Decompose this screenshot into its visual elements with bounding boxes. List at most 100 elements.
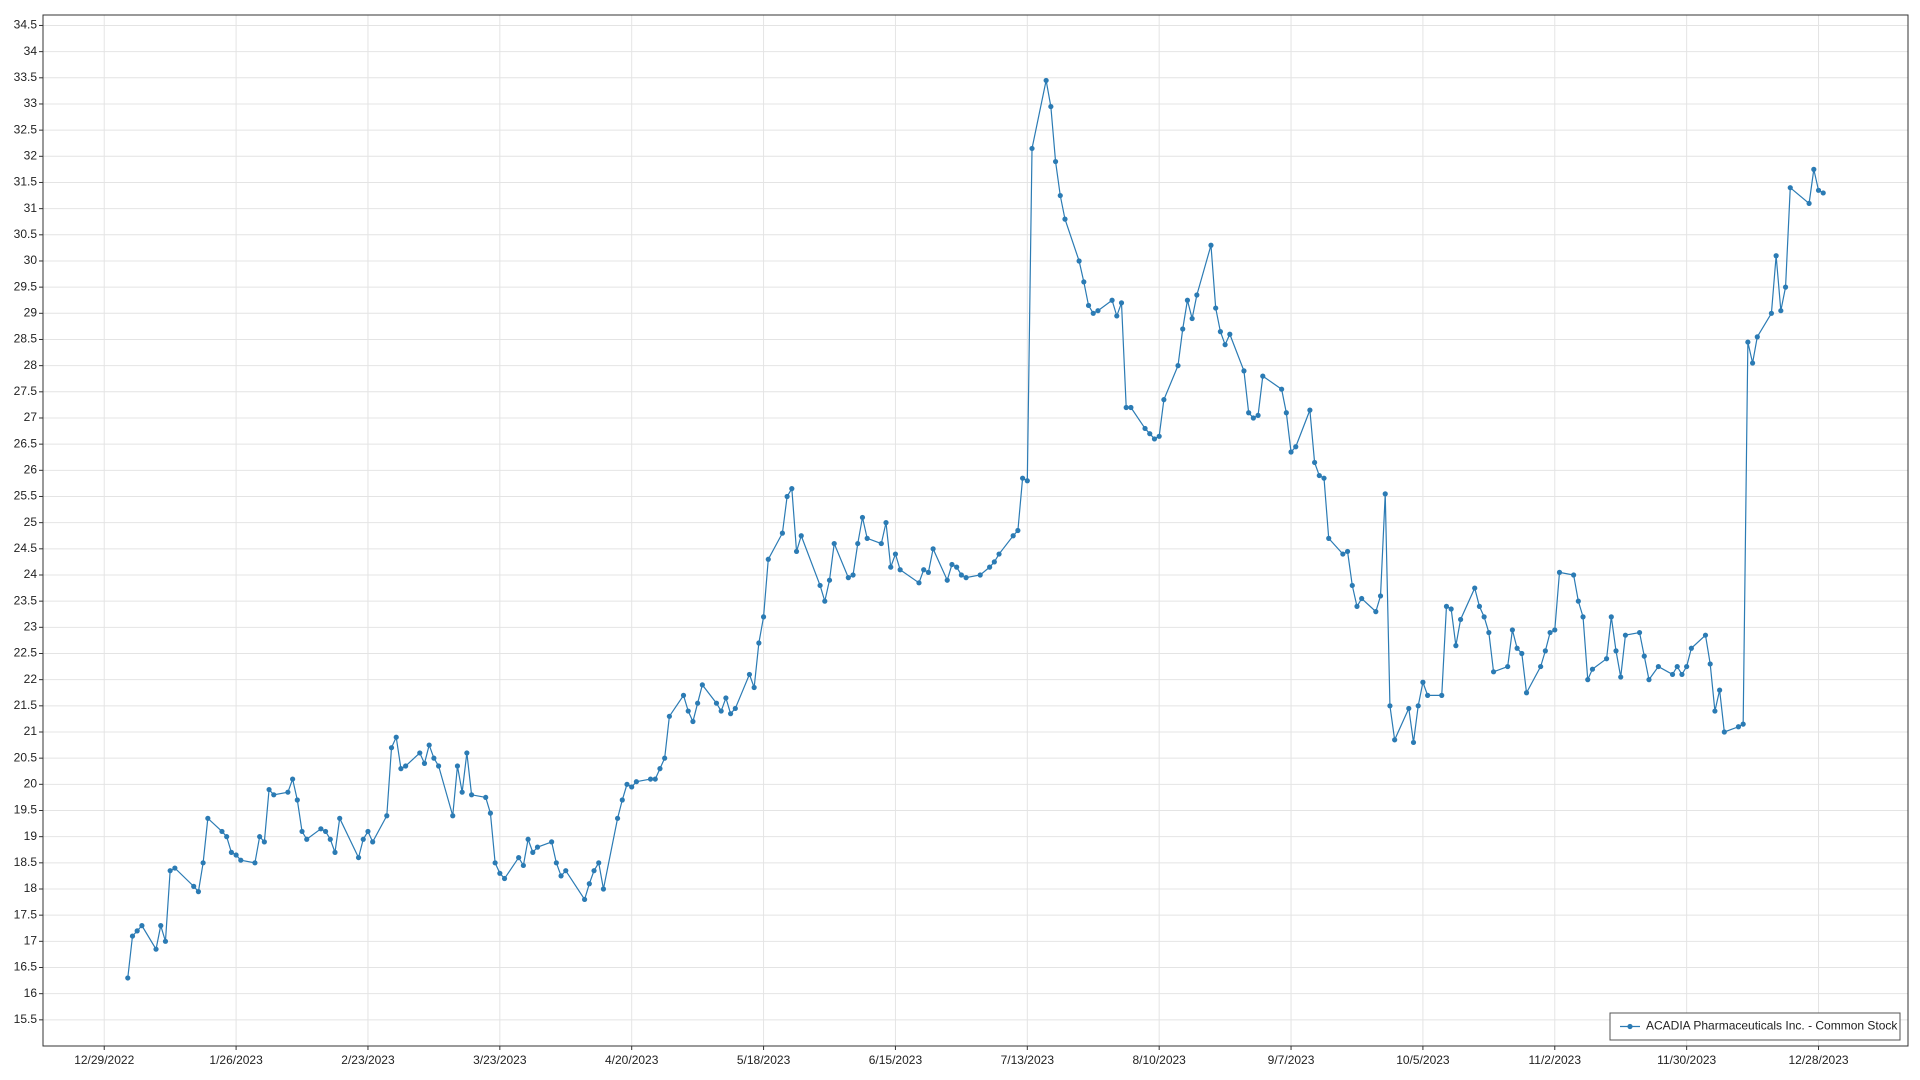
point [1552,627,1558,633]
point [1288,449,1294,455]
point [162,938,169,944]
point [784,493,790,500]
point [464,750,470,756]
point [483,794,489,801]
point [582,896,588,903]
point [450,813,456,819]
x-tick-label: 12/28/2023 [1788,1053,1848,1067]
point [1575,598,1581,604]
y-tick-label: 34 [24,44,38,58]
point [191,883,197,889]
y-tick-label: 33 [24,96,38,110]
point [1180,326,1186,332]
point [1712,708,1718,714]
y-tick-label: 22.5 [14,646,38,660]
point [859,514,866,521]
point [195,889,202,895]
point [158,923,164,929]
point [139,923,145,929]
point [153,946,159,952]
point [492,860,498,866]
point [949,561,955,568]
point [1048,103,1054,110]
point [680,692,687,698]
point [1519,650,1525,657]
y-tick-label: 18.5 [14,855,38,869]
point [1655,663,1661,670]
point [1208,242,1214,248]
point [1184,297,1191,303]
grid [43,15,1908,1046]
point [1669,671,1676,678]
y-tick-label: 21 [24,724,38,738]
point [1354,603,1360,609]
point [1745,339,1751,345]
point [723,695,729,701]
point [822,598,828,604]
y-tick-label: 27.5 [14,384,38,398]
point [695,700,701,706]
point [370,839,376,845]
point [1448,606,1454,612]
point [850,572,856,578]
y-tick-label: 31.5 [14,175,38,189]
x-tick-label: 1/26/2023 [209,1053,263,1067]
y-tick-label: 25.5 [14,489,38,503]
point [525,836,531,842]
point [1636,629,1643,636]
y-tick-label: 18 [24,881,38,895]
point [318,826,324,832]
point [1589,666,1596,672]
point [1453,643,1459,649]
point [1024,478,1030,484]
point [238,857,244,863]
point [252,860,258,866]
point [1717,687,1723,693]
point [1081,279,1087,285]
point [1457,616,1464,623]
point [1114,313,1120,319]
point [520,862,526,869]
y-tick-label: 20 [24,776,38,790]
point [1217,329,1223,335]
point [1250,415,1256,421]
point [1307,407,1313,413]
point [789,486,795,492]
point [1472,585,1478,591]
y-tick-label: 30 [24,253,38,267]
point [332,849,338,855]
point [954,564,960,570]
y-tick-label: 32 [24,148,38,162]
point [1019,475,1026,481]
point [1349,582,1355,589]
point [760,614,767,620]
point [1547,629,1553,636]
point [944,577,950,583]
point [271,792,277,798]
point [1773,253,1779,259]
point [855,540,861,547]
point [224,834,230,840]
legend-label: ACADIA Pharmaceuticals Inc. - Common Sto… [1646,1019,1898,1033]
y-tick-label: 21.5 [14,698,38,712]
point [1406,705,1412,712]
y-tick-label: 24 [24,567,38,581]
point [1740,721,1746,727]
point [1778,308,1784,314]
point [1387,703,1393,709]
point [257,834,263,840]
point [1580,614,1586,620]
point [614,815,621,821]
point [1359,595,1365,602]
point [299,828,305,835]
point [1674,663,1680,670]
point [1213,305,1219,311]
point [1721,729,1727,735]
point [294,797,300,803]
point [728,711,734,717]
y-tick-label: 30.5 [14,227,38,241]
point [129,933,136,939]
point [1585,677,1591,683]
point [793,548,800,555]
